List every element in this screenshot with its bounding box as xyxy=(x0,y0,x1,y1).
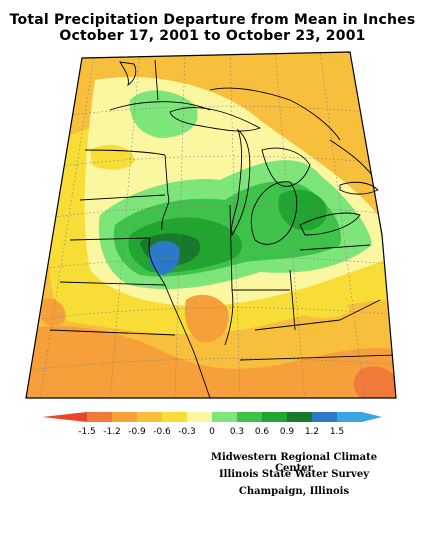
great-lakes xyxy=(119,61,379,245)
legend-tick-label: -0.3 xyxy=(178,427,196,437)
legend-tick-label: -0.6 xyxy=(153,427,171,437)
lake-of-the-woods xyxy=(119,61,137,87)
ontario-shoreline xyxy=(329,139,373,176)
zone-minus-1.2 xyxy=(354,366,396,398)
legend-swatch xyxy=(87,412,113,422)
credit-mrcc: Midwestern Regional Climate Center xyxy=(210,452,378,474)
map-date-range: October 17, 2001 to October 23, 2001 xyxy=(59,28,366,44)
legend-tick-label: 0 xyxy=(209,427,215,437)
precip-shading xyxy=(26,52,396,398)
legend-swatch xyxy=(187,412,213,422)
canada-shoreline xyxy=(209,87,341,141)
zone-minus-0.9 xyxy=(26,326,396,398)
legend-swatch xyxy=(112,412,138,422)
state-boundaries xyxy=(49,59,396,398)
legend-swatch xyxy=(312,412,338,422)
legend-swatch xyxy=(162,412,188,422)
legend-swatch xyxy=(137,412,163,422)
legend-tick-label: 0.3 xyxy=(229,427,245,437)
legend-swatch xyxy=(237,412,263,422)
legend-tick-label: 0.6 xyxy=(254,427,270,437)
michigan-lower-peninsula xyxy=(250,181,298,245)
legend-tick-label: -1.2 xyxy=(103,427,121,437)
zone-minus-0.9-west xyxy=(40,298,66,327)
legend-swatch xyxy=(337,412,382,422)
legend-swatch xyxy=(262,412,288,422)
lake-superior xyxy=(169,107,262,132)
legend-swatch xyxy=(42,412,87,422)
lake-ontario xyxy=(339,181,379,195)
map-title: Total Precipitation Departure from Mean … xyxy=(9,12,416,28)
zone-minus-0.9-central xyxy=(184,294,229,343)
legend-swatch xyxy=(287,412,313,422)
graticule xyxy=(29,52,396,398)
lake-erie xyxy=(299,212,361,236)
zone-plus-1.5 xyxy=(148,240,180,275)
legend-tick-label: 1.2 xyxy=(304,427,320,437)
legend-swatch xyxy=(212,412,238,422)
legend-tick-label: 1.5 xyxy=(329,427,345,437)
lake-huron xyxy=(261,147,311,187)
legend-tick-label: -0.9 xyxy=(128,427,146,437)
zone-plus-0.9-east xyxy=(278,189,327,231)
pocket-minus-0.3-east xyxy=(300,296,350,319)
lake-michigan xyxy=(231,128,251,237)
color-legend xyxy=(42,412,382,422)
credit-isws: Illinois State Water Survey xyxy=(218,469,370,480)
map-frame xyxy=(25,51,397,399)
legend-tick-label: -1.5 xyxy=(78,427,96,437)
credit-location: Champaign, Illinois xyxy=(238,486,350,497)
legend-tick-label: 0.9 xyxy=(279,427,295,437)
